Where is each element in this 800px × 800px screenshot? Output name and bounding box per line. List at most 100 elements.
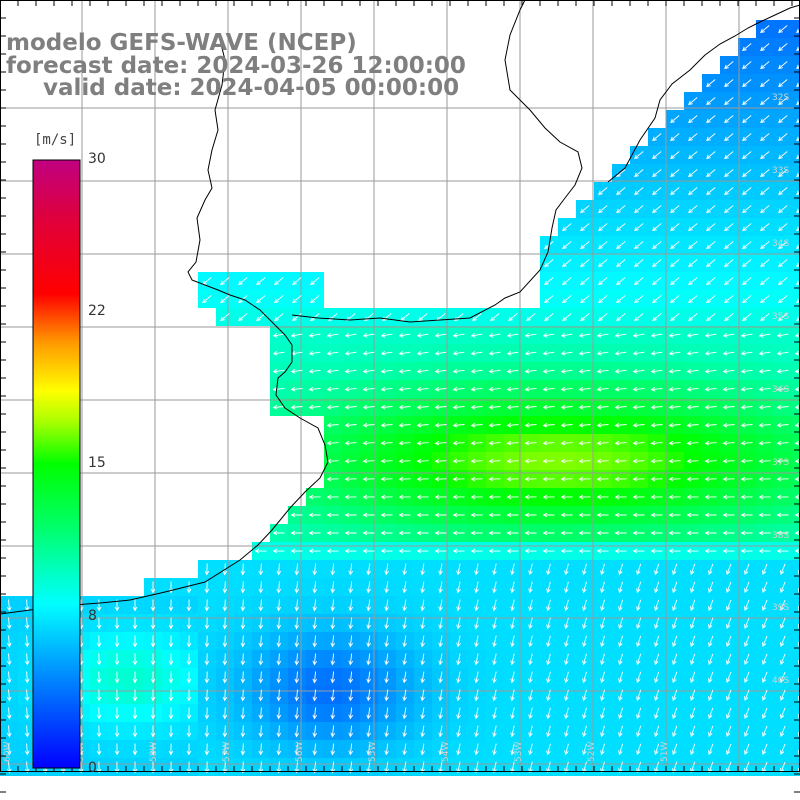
wind-arrow [744,725,750,737]
wind-arrow [330,725,336,738]
wind-arrow [366,563,371,576]
wind-arrow [398,512,411,518]
wind-arrow [384,563,389,576]
wind-arrow [222,725,228,738]
wind-arrow [776,351,789,356]
wind-arrow [670,223,680,232]
wind-arrow [560,476,573,482]
wind-arrow [776,458,789,464]
wind-arrow [276,671,282,684]
wind-arrow [150,725,156,738]
wind-arrow [744,671,750,683]
wind-arrow [238,313,248,322]
wind-arrow [726,581,732,593]
wind-arrow [366,599,371,612]
wind-arrow [416,494,429,500]
wind-arrow [654,563,660,576]
wind-arrow [24,707,30,720]
wind-arrow [778,187,788,196]
wind-arrow [668,512,681,518]
wind-arrow [402,563,407,576]
wind-arrow [562,241,572,250]
wind-arrow [492,671,497,684]
wind-arrow [632,404,645,410]
wind-arrow [240,599,246,612]
wind-arrow [708,635,714,648]
wind-arrow [614,476,627,482]
wind-arrow [380,386,393,392]
wind-arrow [204,563,210,576]
wind-arrow [688,133,698,142]
wind-arrow [776,494,789,500]
wind-arrow [418,313,428,322]
wind-arrow [506,512,519,518]
wind-arrow [598,277,608,286]
wind-arrow [740,351,753,356]
wind-arrow [492,689,497,702]
wind-arrow [348,563,354,576]
wind-cell [792,146,800,164]
wind-arrow [310,313,320,322]
wind-arrow [726,617,732,629]
wind-arrow [760,277,770,286]
wind-arrow [708,581,714,594]
wind-arrow [546,635,551,648]
wind-arrow [362,494,375,500]
wind-arrow [434,404,447,410]
wind-arrow [256,295,266,304]
wind-arrow [726,761,732,773]
wind-arrow [310,277,320,286]
wind-arrow [438,563,443,576]
wind-cell [792,272,800,290]
wind-arrow [546,761,551,774]
colorbar-tick-0: 0 [88,760,97,776]
wind-arrow [6,599,12,612]
wind-arrow [524,494,537,500]
wind-arrow [632,386,645,392]
wind-arrow [416,530,429,536]
wind-arrow [330,653,336,666]
wind-arrow [276,581,282,594]
wind-arrow [742,43,752,52]
wind-arrow [688,223,698,232]
wind-arrow [578,530,591,536]
wind-arrow [580,223,590,232]
wind-arrow [596,494,609,500]
wind-arrow [402,581,407,594]
wind-arrow [722,476,735,482]
wind-arrow [704,530,717,536]
wind-arrow [434,386,447,392]
lon-label: 58W [149,742,159,762]
wind-arrow [544,295,554,304]
wind-arrow [416,333,429,338]
wind-arrow [704,333,717,338]
wind-arrow [326,369,339,374]
lat-label: 38S [772,531,789,541]
wind-arrow [384,671,389,684]
wind-arrow [312,689,318,702]
wind-arrow [510,689,515,702]
wind-arrow [508,313,518,322]
wind-arrow [132,653,138,666]
wind-arrow [560,548,573,554]
wind-arrow [434,476,447,482]
wind-arrow [362,548,375,554]
wind-arrow [722,422,735,428]
wind-arrow [580,295,590,304]
wind-arrow [24,671,30,684]
wind-arrow [294,725,300,738]
wind-arrow [652,205,662,214]
wind-arrow [308,494,321,500]
wind-arrow [546,563,551,576]
wind-arrow [488,458,501,464]
wind-arrow [488,386,501,392]
wind-arrow [722,458,735,464]
wind-arrow [168,761,174,774]
wind-arrow [780,689,786,701]
wind-arrow [398,422,411,428]
wind-arrow [632,548,645,554]
wind-arrow [312,671,318,684]
wind-arrow [686,494,699,500]
wind-arrow [294,581,300,594]
wind-arrow [742,259,752,268]
